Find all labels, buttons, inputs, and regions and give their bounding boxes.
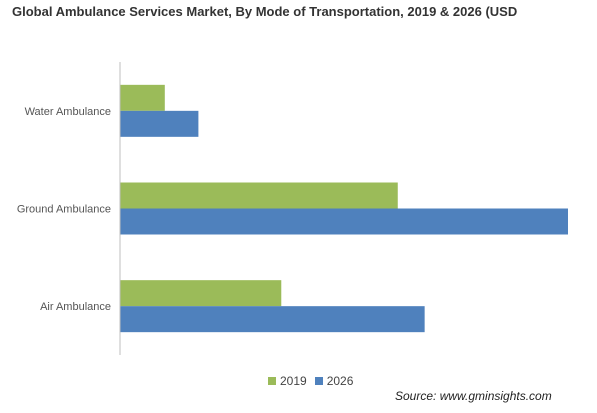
legend-item-2026: 2026	[314, 374, 354, 388]
source-note: Source: www.gminsights.com	[395, 389, 552, 403]
bar-air-ambulance-2026	[120, 306, 425, 333]
chart-title: Global Ambulance Services Market, By Mod…	[12, 4, 518, 19]
category-label-ground-ambulance: Ground Ambulance	[17, 204, 111, 216]
legend-label-2026: 2026	[326, 374, 354, 388]
bar-ground-ambulance-2019	[120, 182, 398, 209]
legend-swatch-2026	[314, 377, 323, 385]
bar-ground-ambulance-2026	[120, 208, 568, 235]
legend-label-2019: 2019	[280, 374, 307, 388]
category-label-water-ambulance: Water Ambulance	[25, 106, 111, 118]
bars-layer	[120, 84, 568, 333]
category-labels: Water Ambulance Ground Ambulance Air Ambul…	[17, 106, 111, 313]
legend: 2019 2026	[268, 374, 361, 388]
legend-swatch-2019	[268, 377, 276, 385]
bar-air-ambulance-2019	[120, 280, 282, 307]
legend-item-2019: 2019	[268, 374, 307, 388]
category-label-air-ambulance: Air Ambulance	[40, 301, 111, 313]
bar-water-ambulance-2019	[120, 84, 165, 111]
bar-water-ambulance-2026	[120, 110, 199, 137]
